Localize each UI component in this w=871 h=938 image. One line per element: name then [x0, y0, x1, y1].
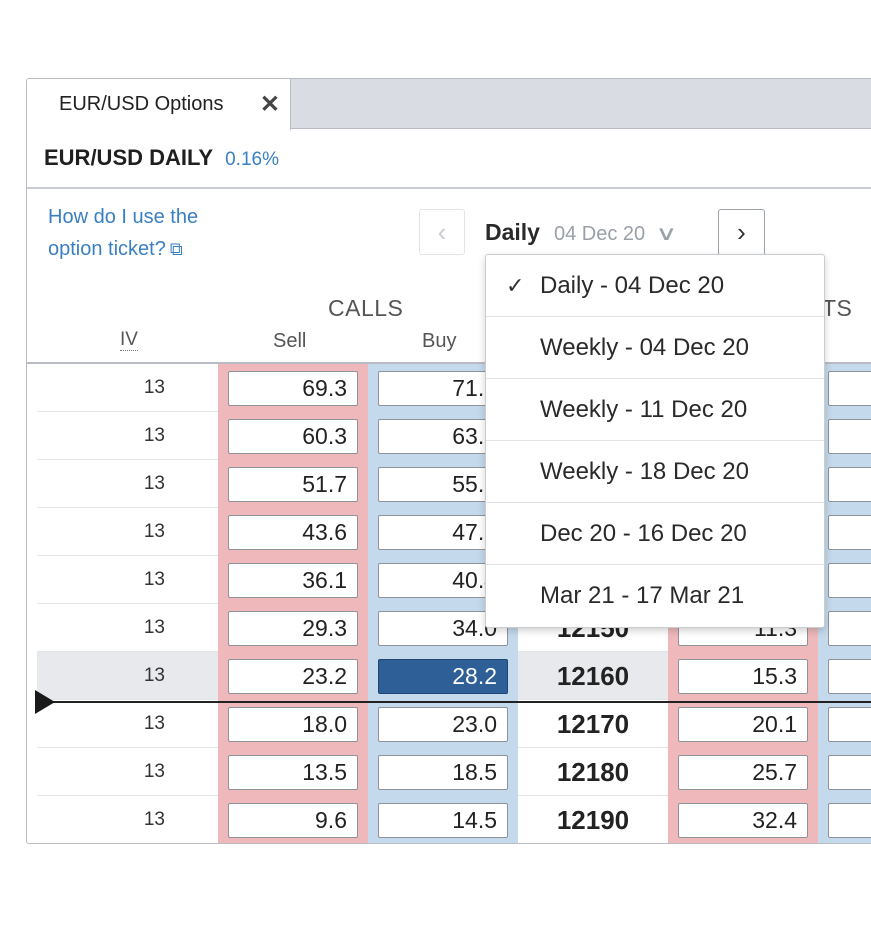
help-link-line1: How do I use the	[48, 206, 199, 228]
call-sell-price-button[interactable]: 29.3	[228, 611, 358, 646]
buy-column-header: Buy	[422, 330, 457, 352]
put-buy-price-button[interactable]	[828, 611, 871, 646]
expiry-dropdown-menu: ✓ Daily - 04 Dec 20 Weekly - 04 Dec 20 Week…	[485, 254, 825, 628]
close-icon[interactable]: ✕	[259, 91, 280, 118]
put-buy-price-button[interactable]	[828, 755, 871, 790]
tab-title: EUR/USD Options	[59, 93, 224, 115]
table-row: 13 13.5 18.5 12180 25.7	[37, 748, 871, 796]
help-link-line2: option ticket?	[48, 238, 166, 260]
call-sell-price-button[interactable]: 51.7	[228, 467, 358, 502]
dropdown-option-label: Weekly - 04 Dec 20	[540, 334, 749, 361]
dropdown-option[interactable]: Weekly - 18 Dec 20	[486, 441, 824, 503]
dropdown-option[interactable]: Mar 21 - 17 Mar 21	[486, 565, 824, 627]
divider	[27, 362, 871, 364]
call-sell-price-button[interactable]: 18.0	[228, 707, 358, 742]
table-row: 13 23.2 28.2 12160 15.3	[37, 652, 871, 700]
put-buy-price-button[interactable]	[828, 563, 871, 598]
call-buy-price-button[interactable]: 23.0	[378, 707, 508, 742]
put-buy-price-button[interactable]	[828, 371, 871, 406]
option-ticket-panel: EUR/USD Options ✕ EUR/USD DAILY 0.16% Ho…	[26, 78, 871, 844]
expiry-select[interactable]: Daily 04 Dec 20 ∨	[485, 219, 678, 246]
chevron-right-icon: ›	[737, 217, 746, 247]
divider	[27, 187, 871, 189]
put-buy-price-button[interactable]	[828, 803, 871, 838]
put-buy-price-button[interactable]	[828, 467, 871, 502]
call-sell-price-button[interactable]: 23.2	[228, 659, 358, 694]
call-sell-price-button[interactable]: 9.6	[228, 803, 358, 838]
at-the-money-line	[37, 701, 871, 703]
dropdown-option[interactable]: Dec 20 - 16 Dec 20	[486, 503, 824, 565]
call-sell-price-button[interactable]: 36.1	[228, 563, 358, 598]
instrument-header: EUR/USD DAILY 0.16%	[44, 145, 279, 171]
next-expiry-button[interactable]: ›	[718, 209, 765, 256]
sell-column-header: Sell	[273, 330, 307, 352]
iv-cell: 13	[143, 761, 165, 782]
dropdown-option-label: Weekly - 11 Dec 20	[540, 396, 748, 423]
chevron-down-icon: ∨	[655, 223, 678, 245]
external-link-icon: ⧉	[169, 239, 183, 259]
call-sell-price-button[interactable]: 13.5	[228, 755, 358, 790]
call-sell-price-button[interactable]: 60.3	[228, 419, 358, 454]
tab-eurusd-options[interactable]: EUR/USD Options ✕	[27, 79, 291, 130]
dropdown-option[interactable]: Weekly - 11 Dec 20	[486, 379, 824, 441]
tab-bar: EUR/USD Options ✕	[27, 79, 871, 130]
iv-cell: 13	[143, 569, 165, 590]
puts-header: TS	[822, 295, 853, 321]
iv-cell: 13	[143, 425, 165, 446]
chevron-left-icon: ‹	[437, 216, 447, 247]
previous-expiry-button[interactable]: ‹	[419, 209, 465, 255]
iv-column-header[interactable]: IV	[120, 329, 138, 351]
dropdown-option-label: Mar 21 - 17 Mar 21	[540, 582, 745, 609]
iv-cell: 13	[143, 665, 165, 686]
dropdown-option-label: Daily - 04 Dec 20	[540, 272, 725, 299]
call-buy-price-button[interactable]: 28.2	[378, 659, 508, 694]
dropdown-option-label: Dec 20 - 16 Dec 20	[540, 520, 747, 547]
put-sell-price-button[interactable]: 25.7	[678, 755, 808, 790]
put-buy-price-button[interactable]	[828, 707, 871, 742]
put-buy-price-button[interactable]	[828, 419, 871, 454]
dropdown-option[interactable]: ✓ Daily - 04 Dec 20	[486, 255, 824, 317]
checkmark-icon: ✓	[506, 273, 525, 298]
call-sell-price-button[interactable]: 69.3	[228, 371, 358, 406]
call-buy-price-button[interactable]: 14.5	[378, 803, 508, 838]
iv-cell: 13	[143, 521, 165, 542]
help-link[interactable]: How do I use the option ticket? ⧉	[48, 201, 238, 265]
put-buy-price-button[interactable]	[828, 659, 871, 694]
table-row: 13 18.0 23.0 12170 20.1	[37, 700, 871, 748]
iv-cell: 13	[143, 473, 165, 494]
strike-price: 12170	[556, 709, 630, 739]
expiry-date: 04 Dec 20	[553, 223, 646, 245]
dropdown-option-label: Weekly - 18 Dec 20	[540, 458, 749, 485]
put-sell-price-button[interactable]: 32.4	[678, 803, 808, 838]
call-sell-price-button[interactable]: 43.6	[228, 515, 358, 550]
instrument-change: 0.16%	[225, 149, 279, 170]
at-the-money-arrow-icon	[35, 690, 55, 714]
table-row: 13 29.3 34.0 12150 11.3	[37, 604, 871, 652]
expiry-type: Daily	[485, 219, 540, 245]
iv-cell: 13	[143, 377, 165, 398]
iv-cell: 13	[143, 809, 165, 830]
call-buy-price-button[interactable]: 18.5	[378, 755, 508, 790]
dropdown-option[interactable]: Weekly - 04 Dec 20	[486, 317, 824, 379]
put-sell-price-button[interactable]: 20.1	[678, 707, 808, 742]
table-row: 13 9.6 14.5 12190 32.4	[37, 796, 871, 843]
instrument-name: EUR/USD DAILY	[44, 145, 214, 170]
put-buy-price-button[interactable]	[828, 515, 871, 550]
strike-price: 12160	[556, 661, 630, 691]
put-sell-price-button[interactable]: 15.3	[678, 659, 808, 694]
iv-cell: 13	[143, 617, 165, 638]
strike-price: 12190	[556, 805, 630, 835]
iv-cell: 13	[143, 713, 165, 734]
calls-header: CALLS	[328, 295, 404, 321]
strike-price: 12180	[556, 757, 630, 787]
